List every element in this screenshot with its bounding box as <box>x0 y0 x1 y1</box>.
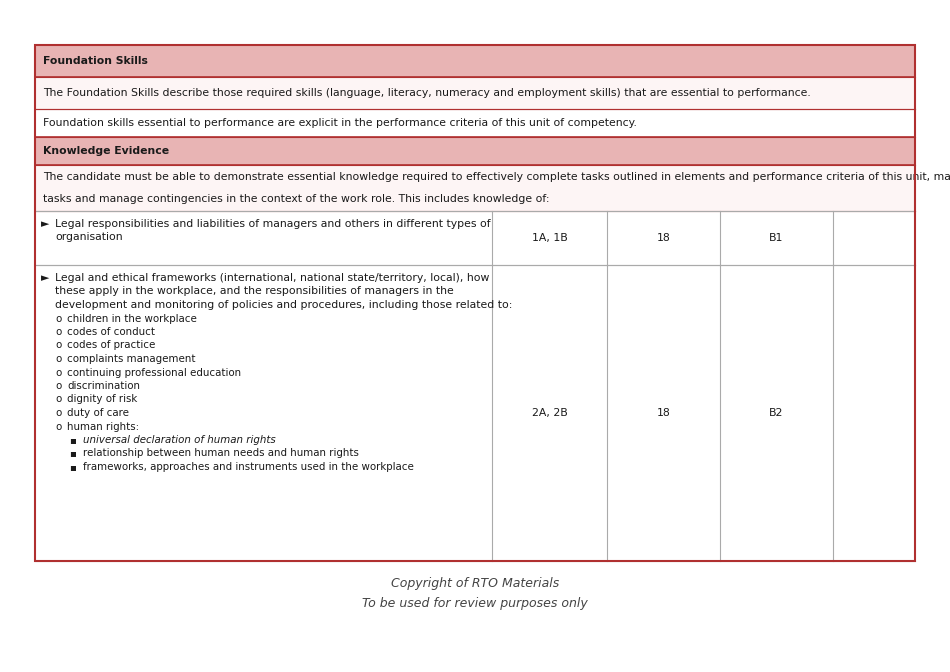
Text: The candidate must be able to demonstrate essential knowledge required to effect: The candidate must be able to demonstrat… <box>43 171 950 181</box>
Text: children in the workplace: children in the workplace <box>67 314 197 323</box>
Text: o: o <box>55 354 61 364</box>
Text: development and monitoring of policies and procedures, including those related t: development and monitoring of policies a… <box>55 300 512 310</box>
Text: Legal responsibilities and liabilities of managers and others in different types: Legal responsibilities and liabilities o… <box>55 219 490 229</box>
Text: Foundation skills essential to performance are explicit in the performance crite: Foundation skills essential to performan… <box>43 118 636 128</box>
Text: o: o <box>55 327 61 337</box>
Text: 18: 18 <box>656 233 671 243</box>
Text: human rights:: human rights: <box>67 421 139 431</box>
Text: ▪: ▪ <box>69 435 76 445</box>
Text: discrimination: discrimination <box>67 381 140 391</box>
Text: Copyright of RTO Materials: Copyright of RTO Materials <box>390 577 560 589</box>
Text: continuing professional education: continuing professional education <box>67 368 241 378</box>
Text: ►: ► <box>41 273 49 283</box>
Text: B2: B2 <box>770 408 784 418</box>
Text: o: o <box>55 394 61 405</box>
Text: universal declaration of human rights: universal declaration of human rights <box>83 435 276 445</box>
Text: Foundation Skills: Foundation Skills <box>43 56 148 66</box>
Text: 18: 18 <box>656 408 671 418</box>
Text: 1A, 1B: 1A, 1B <box>532 233 567 243</box>
Bar <box>35 45 915 561</box>
Bar <box>35 45 915 77</box>
Text: ▪: ▪ <box>69 462 76 472</box>
Text: tasks and manage contingencies in the context of the work role. This includes kn: tasks and manage contingencies in the co… <box>43 194 549 204</box>
Text: o: o <box>55 381 61 391</box>
Text: frameworks, approaches and instruments used in the workplace: frameworks, approaches and instruments u… <box>83 462 414 472</box>
Text: o: o <box>55 368 61 378</box>
Bar <box>35 265 915 561</box>
Text: Knowledge Evidence: Knowledge Evidence <box>43 146 169 156</box>
Text: To be used for review purposes only: To be used for review purposes only <box>362 597 588 610</box>
Text: codes of practice: codes of practice <box>67 341 156 351</box>
Text: relationship between human needs and human rights: relationship between human needs and hum… <box>83 448 359 458</box>
Bar <box>35 211 915 265</box>
Text: these apply in the workplace, and the responsibilities of managers in the: these apply in the workplace, and the re… <box>55 286 454 296</box>
Text: o: o <box>55 421 61 431</box>
Bar <box>35 109 915 137</box>
Text: o: o <box>55 314 61 323</box>
Text: ▪: ▪ <box>69 448 76 458</box>
Text: The Foundation Skills describe those required skills (language, literacy, numera: The Foundation Skills describe those req… <box>43 88 810 98</box>
Text: 2A, 2B: 2A, 2B <box>532 408 567 418</box>
Text: B1: B1 <box>770 233 784 243</box>
Text: o: o <box>55 408 61 418</box>
Text: duty of care: duty of care <box>67 408 129 418</box>
Bar <box>35 165 915 211</box>
Text: Legal and ethical frameworks (international, national state/territory, local), h: Legal and ethical frameworks (internatio… <box>55 273 489 283</box>
Bar <box>35 77 915 109</box>
Text: codes of conduct: codes of conduct <box>67 327 155 337</box>
Text: ►: ► <box>41 219 49 229</box>
Text: dignity of risk: dignity of risk <box>67 394 137 405</box>
Text: o: o <box>55 341 61 351</box>
Text: organisation: organisation <box>55 233 123 243</box>
Text: complaints management: complaints management <box>67 354 196 364</box>
Bar <box>35 137 915 165</box>
